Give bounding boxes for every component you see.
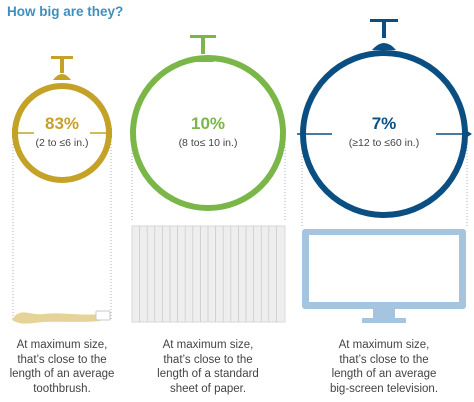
tv-base xyxy=(362,318,406,323)
caption-line: length of a standard xyxy=(157,368,259,380)
caption-line: At maximum size, xyxy=(162,339,254,351)
hanger-cap xyxy=(53,74,71,80)
caption-line: big-screen television. xyxy=(329,382,439,395)
tv-screen xyxy=(309,235,459,302)
caption-line: length of an average xyxy=(331,368,437,380)
hanger-cap xyxy=(372,43,396,50)
sheet-of-paper-icon xyxy=(131,225,286,323)
hanger-bar xyxy=(190,35,216,38)
toothbrush-head xyxy=(95,310,111,321)
group-small: 83% (2 to ≤6 in.) xyxy=(12,56,112,324)
caption-line: that’s close to the xyxy=(17,353,107,366)
caption-large: At maximum size, that’s close to the len… xyxy=(309,338,459,396)
caption-line: that’s close to the xyxy=(339,353,429,366)
hanger-bar xyxy=(370,19,398,22)
range-label-small: (2 to ≤6 in.) xyxy=(35,137,88,149)
hanger-large xyxy=(370,19,398,50)
toothbrush-icon xyxy=(12,310,111,324)
television-icon xyxy=(302,229,466,323)
label-bg xyxy=(332,110,436,152)
caption-line: that’s close to the xyxy=(163,353,253,366)
label-bg xyxy=(34,112,90,152)
tv-neck xyxy=(373,309,395,318)
hanger-stem xyxy=(60,59,64,73)
hanger-bar xyxy=(51,56,73,59)
caption-small: At maximum size, that’s close to the len… xyxy=(0,338,137,396)
arrow-right-icon xyxy=(464,129,472,139)
circle-medium xyxy=(130,55,286,211)
label-bg xyxy=(160,110,256,152)
range-label-medium: (8 to≤ 10 in.) xyxy=(179,137,238,149)
hanger-stem xyxy=(201,38,205,54)
group-medium: 10% (8 to≤ 10 in.) xyxy=(130,35,286,323)
caption-line: length of an average xyxy=(9,368,115,380)
percent-label-medium: 10% xyxy=(191,114,225,133)
caption-line: At maximum size, xyxy=(338,339,430,351)
caption-medium: At maximum size, that’s close to the len… xyxy=(133,338,283,396)
percent-label-small: 83% xyxy=(45,114,79,133)
hanger-stem xyxy=(382,22,386,38)
caption-line: toothbrush. xyxy=(33,382,91,395)
toothbrush-handle xyxy=(12,312,100,324)
hanger-small xyxy=(51,56,73,80)
page-title: How big are they? xyxy=(7,4,124,19)
caption-line: sheet of paper. xyxy=(169,382,247,395)
percent-label-large: 7% xyxy=(372,114,397,133)
paper-sheet xyxy=(131,225,286,323)
group-large: 7% (≥12 to ≤60 in.) xyxy=(297,19,472,323)
caption-line: At maximum size, xyxy=(16,339,108,351)
paper-lines xyxy=(139,226,277,322)
range-label-large: (≥12 to ≤60 in.) xyxy=(349,137,419,149)
